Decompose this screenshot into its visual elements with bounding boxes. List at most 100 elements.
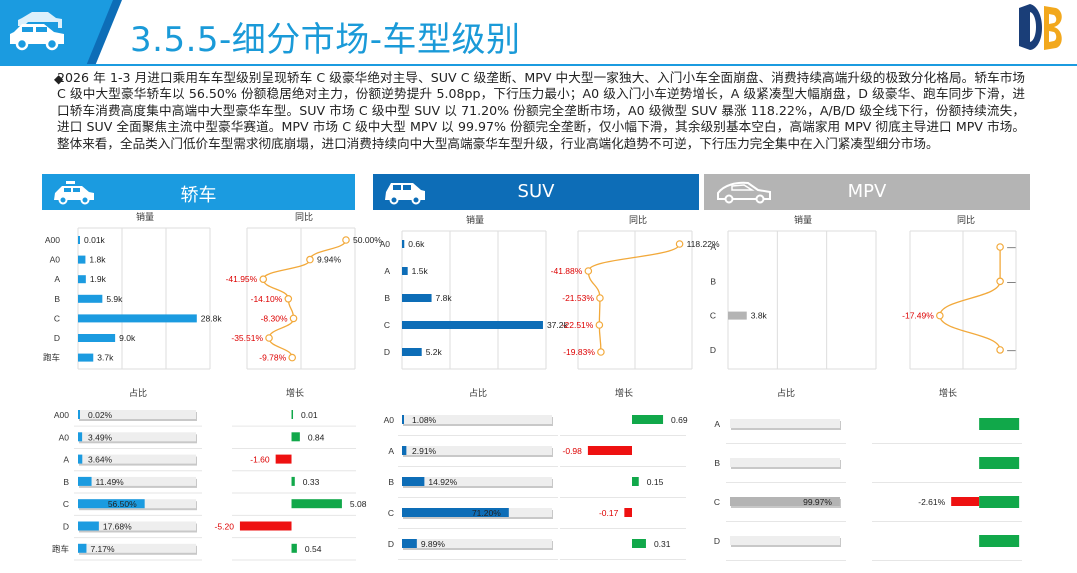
share-bar-track xyxy=(78,410,196,419)
share-bar xyxy=(402,477,425,486)
category-label: A0 xyxy=(380,239,391,249)
share-bar xyxy=(78,476,92,486)
growth-bar xyxy=(291,543,297,553)
car-icon xyxy=(10,12,64,51)
category-label: D xyxy=(384,347,390,357)
growth-value-label: 0.84 xyxy=(308,432,325,442)
growth-value-label: 0.15 xyxy=(647,477,664,487)
yoy-point xyxy=(584,267,593,275)
share-bar xyxy=(402,446,407,455)
yoy-point xyxy=(288,353,296,362)
share-value-label: 99.97% xyxy=(803,497,832,507)
sales-value-label: 7.8k xyxy=(436,293,453,303)
sales-value-label: 3.8k xyxy=(751,311,768,321)
growth-bar xyxy=(239,521,292,531)
sales-chart-title: 销量 xyxy=(466,214,484,225)
sales-bar xyxy=(78,275,86,284)
share-value-label: 0.02% xyxy=(88,410,113,420)
yoy-value-label: -41.95% xyxy=(226,274,258,284)
yoy-value-label: -21.53% xyxy=(562,293,594,303)
share-bar-track xyxy=(78,476,196,486)
sales-bar xyxy=(402,267,408,275)
share-value-label: 2.91% xyxy=(412,446,437,456)
share-bar xyxy=(78,543,87,553)
share-bar xyxy=(78,499,145,509)
sales-value-label: 3.7k xyxy=(97,353,114,363)
growth-bar xyxy=(979,457,1020,469)
page-header: 3.5.5-细分市场-车型级别 xyxy=(0,0,1077,66)
sales-bar xyxy=(402,321,543,329)
share-value-label: 14.92% xyxy=(428,477,457,487)
yoy-value-label: -22.51% xyxy=(562,320,594,330)
sales-bar xyxy=(728,311,747,320)
growth-bar-positive-part xyxy=(979,496,1020,508)
suv-icon xyxy=(385,183,425,205)
yoy-point xyxy=(596,294,604,302)
growth-value-label: -0.98 xyxy=(563,446,583,456)
category-label: A xyxy=(384,266,390,276)
sales-value-label: 5.2k xyxy=(426,347,443,357)
yoy-value-label: -14.10% xyxy=(251,294,283,304)
growth-value-label: -1.60 xyxy=(250,455,270,465)
panel-header-suv: SUV xyxy=(373,174,699,210)
sales-value-label: 1.5k xyxy=(412,266,429,276)
sales-bar xyxy=(78,334,116,342)
category-label: A00 xyxy=(45,235,60,245)
share-chart-title: 占比 xyxy=(469,387,487,398)
sales-value-label: 37.2k xyxy=(547,320,569,330)
category-label: D xyxy=(710,345,716,355)
category-label: D xyxy=(63,522,69,532)
share-value-label: 7.17% xyxy=(90,544,115,554)
sales-value-label: 9.0k xyxy=(119,333,136,343)
category-label: B xyxy=(63,477,69,487)
category-label: A xyxy=(54,274,60,284)
growth-bar xyxy=(291,499,342,509)
sales-value-label: 0.6k xyxy=(408,239,425,249)
page-title: 3.5.5-细分市场-车型级别 xyxy=(130,20,521,60)
panel-header-mpv: MPV xyxy=(704,174,1030,210)
share-value-label: 3.49% xyxy=(88,432,113,442)
share-bar-track xyxy=(78,454,196,464)
category-label: A0 xyxy=(59,432,70,442)
panel-title-suv: SUV xyxy=(517,181,555,202)
yoy-value-label: -17.49% xyxy=(902,311,934,321)
category-label: D xyxy=(714,536,720,546)
share-value-label: 17.68% xyxy=(103,522,132,532)
panel-title-mpv: MPV xyxy=(847,181,887,202)
yoy-point xyxy=(996,346,1004,354)
category-label: 跑车 xyxy=(52,544,69,554)
yoy-value-label: — xyxy=(1007,242,1016,252)
yoy-line xyxy=(939,247,1001,351)
share-bar-track xyxy=(78,543,196,553)
growth-bar xyxy=(979,418,1020,430)
share-bar xyxy=(402,539,417,548)
share-bar xyxy=(402,415,404,424)
category-label: B xyxy=(384,293,390,303)
panel-title-sedan: 轿车 xyxy=(180,185,217,206)
panel-header-sedan: 轿车 xyxy=(42,174,355,210)
share-value-label: 3.64% xyxy=(88,455,113,465)
yoy-chart-title: 同比 xyxy=(629,214,647,225)
category-label: B xyxy=(714,458,720,468)
mpv-icon xyxy=(717,181,771,204)
category-label: A00 xyxy=(54,410,69,420)
yoy-point xyxy=(996,277,1004,286)
growth-value-label: -2.61% xyxy=(918,497,945,507)
share-value-label: 11.49% xyxy=(96,477,125,487)
growth-bar xyxy=(291,410,294,419)
category-label: 跑车 xyxy=(43,353,60,363)
share-bar-track xyxy=(402,446,552,455)
yoy-value-label: -35.51% xyxy=(231,333,263,343)
share-bar xyxy=(78,410,80,419)
share-value-label: 56.50% xyxy=(108,499,137,509)
category-label: B xyxy=(710,276,716,286)
share-bar-track xyxy=(402,477,552,486)
share-bar-track xyxy=(78,521,196,531)
sales-value-label: 1.9k xyxy=(90,274,107,284)
growth-bar xyxy=(951,497,980,506)
yoy-point xyxy=(597,348,605,356)
growth-bar xyxy=(979,535,1020,547)
header-underline xyxy=(0,64,1077,66)
sales-chart-title: 销量 xyxy=(136,211,154,222)
category-label: A xyxy=(710,242,716,252)
